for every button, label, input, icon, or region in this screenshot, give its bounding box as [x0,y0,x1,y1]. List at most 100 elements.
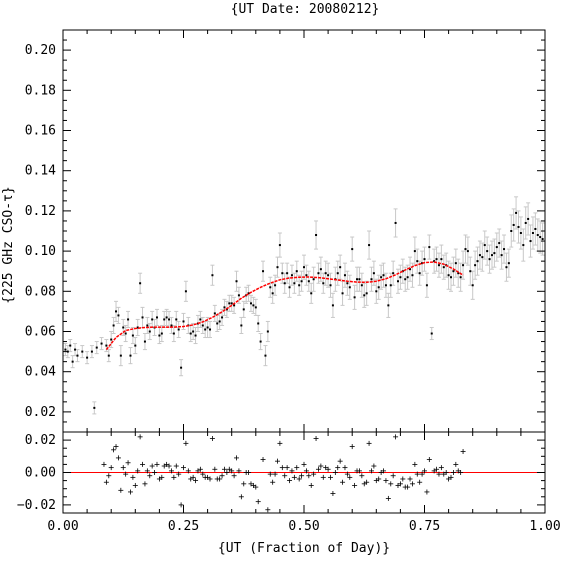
residual-point [142,481,148,487]
data-point [262,270,265,273]
data-point [327,274,330,277]
data-point [180,366,183,369]
data-point [490,254,493,257]
data-point [134,344,137,347]
data-point [257,322,260,325]
residual-point [190,474,196,480]
residual-point [337,458,343,464]
data-point [242,308,245,311]
data-point [139,282,142,285]
data-point [271,292,274,295]
residual-point [291,474,297,480]
data-point [194,334,197,337]
residual-point [168,468,174,474]
data-point [478,254,481,257]
data-point [392,272,395,275]
data-point [457,272,460,275]
residual-point [296,476,302,482]
data-point [536,234,539,237]
data-point [189,332,192,335]
data-point [493,252,496,255]
residual-point [197,466,203,472]
y-tick-label: 0.20 [25,43,56,58]
data-point [237,294,240,297]
data-point [454,262,457,265]
data-point [266,330,269,333]
y-tick-label: 0.12 [25,204,56,219]
data-point [269,286,272,289]
residual-point [434,466,440,472]
data-point [148,330,151,333]
data-point [158,334,161,337]
residual-point [330,491,336,497]
residual-point [147,473,153,479]
y-tick-label: 0.02 [25,405,56,420]
data-point [300,280,303,283]
data-point [522,244,525,247]
data-point [240,324,243,327]
fit-curve [105,261,464,351]
data-point [259,340,262,343]
data-point [305,274,308,277]
residual-point [231,473,237,479]
data-point [363,294,366,297]
data-point [317,272,320,275]
error-bars [63,196,545,415]
data-point [396,280,399,283]
data-point [286,272,289,275]
residual-point [419,471,425,477]
data-point [254,306,257,309]
data-point [249,302,252,305]
residual-point [260,457,266,463]
residual-point [253,484,259,490]
residual-point [185,468,191,474]
data-point [69,344,72,347]
residual-point [132,482,138,488]
data-point [404,278,407,281]
residual-point [229,468,235,474]
residual-point [453,461,459,467]
residual-point [342,465,348,471]
data-point [368,244,371,247]
data-point [315,234,318,237]
residual-point [207,476,213,482]
data-point [474,264,477,267]
data-point [252,304,255,307]
data-point [264,354,267,357]
residual-point [140,461,146,467]
residual-point [390,473,396,479]
residual-point [183,440,189,446]
data-point [447,274,450,277]
residual-point [400,476,406,482]
data-point [290,274,293,277]
residual-point [359,473,365,479]
data-point [452,270,455,273]
data-point [389,284,392,287]
residual-point [299,473,305,479]
residual-point [320,474,326,480]
data-point [206,326,209,329]
data-point [418,272,421,275]
data-point [329,284,332,287]
y-tick-label: 0.08 [25,284,56,299]
data-point [377,286,380,289]
residual-point [294,465,300,471]
data-point [346,282,349,285]
data-point [131,334,134,337]
data-point [401,270,404,273]
data-point [117,314,120,317]
data-point [413,250,416,253]
data-point [216,322,219,325]
residual-point [282,473,288,479]
residual-point [123,471,129,477]
residual-point [393,434,399,440]
data-point [440,258,443,261]
data-point [105,344,108,347]
data-point [331,304,334,307]
data-point [375,290,378,293]
tick-labels: 0.00 0.25 0.50 0.75 1.00 0.02 0.04 0.06 0.08 0.10… [17,43,561,534]
data-point [201,324,204,327]
data-point [495,246,498,249]
residual-point [409,481,415,487]
